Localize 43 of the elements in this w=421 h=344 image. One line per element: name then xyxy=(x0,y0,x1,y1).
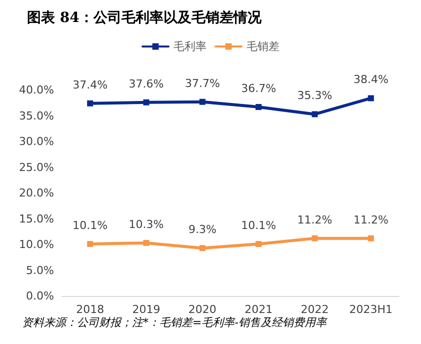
data-label: 36.7% xyxy=(241,82,276,95)
point xyxy=(256,104,262,110)
data-label: 10.3% xyxy=(128,218,164,231)
text: 资料来源：公司财报；注*：毛销差=毛利率-销售及经销费用率 xyxy=(22,316,328,329)
y-tick-label: 0.0% xyxy=(26,290,54,302)
y-tick-label: 20.0% xyxy=(19,186,54,200)
x-tick-label: 2018 xyxy=(76,303,104,316)
y-tick-label: 25.0% xyxy=(19,160,54,174)
x-tick-label: 2022 xyxy=(300,303,329,316)
data-label: 37.7% xyxy=(184,76,220,90)
data-label: 11.2% xyxy=(297,213,332,226)
point xyxy=(256,240,262,247)
y-tick-label: 40.0% xyxy=(19,84,54,96)
data-label: 37.4% xyxy=(72,78,108,92)
point xyxy=(143,99,150,106)
y-tick-label: 5.0% xyxy=(26,264,54,277)
point xyxy=(87,240,94,247)
data-label: 38.4% xyxy=(353,73,388,86)
point xyxy=(199,98,206,105)
point xyxy=(368,235,374,242)
point xyxy=(143,240,150,246)
x-tick-label: 2021 xyxy=(244,303,273,316)
data-label: 11.2% xyxy=(353,213,388,226)
legend-label: 毛利率 xyxy=(174,40,206,53)
data-label: 37.6% xyxy=(128,77,164,90)
point xyxy=(368,95,374,102)
x-tick-label: 2020 xyxy=(188,303,216,316)
x-tick-label: 2019 xyxy=(132,303,160,316)
legend-label: 毛销差 xyxy=(246,40,280,53)
y-tick-label: 35.0% xyxy=(19,109,54,122)
x-tick-label: 2023H1 xyxy=(349,303,393,316)
y-tick-label: 15.0% xyxy=(19,212,54,226)
data-label: 9.3% xyxy=(188,223,216,236)
point xyxy=(199,245,206,252)
data-label: 35.3% xyxy=(297,89,332,102)
point xyxy=(312,111,318,118)
chart-title: 图表 84：公司毛利率以及毛销差情况 xyxy=(27,9,262,26)
y-tick-label: 30.0% xyxy=(19,135,54,148)
y-tick-label: 10.0% xyxy=(19,238,54,251)
point xyxy=(87,100,94,106)
data-label: 10.1% xyxy=(72,218,108,232)
data-label: 10.1% xyxy=(241,218,276,232)
point xyxy=(312,235,318,242)
